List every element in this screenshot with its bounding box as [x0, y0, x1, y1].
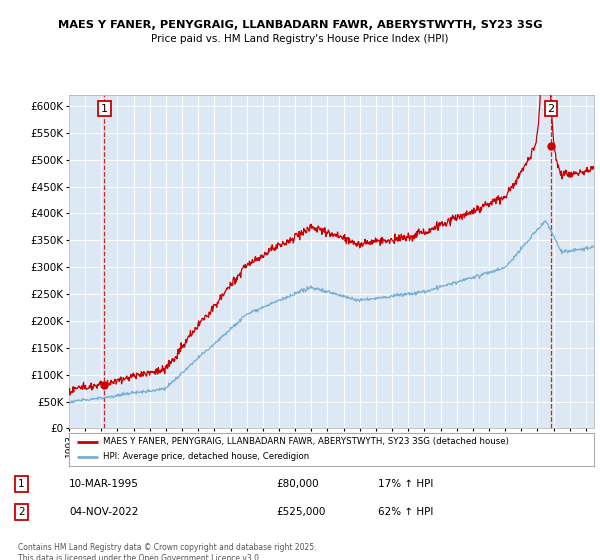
Text: 2: 2 [547, 104, 554, 114]
Text: 04-NOV-2022: 04-NOV-2022 [69, 507, 139, 517]
Text: 10-MAR-1995: 10-MAR-1995 [69, 479, 139, 489]
Text: 1: 1 [18, 479, 25, 489]
Text: MAES Y FANER, PENYGRAIG, LLANBADARN FAWR, ABERYSTWYTH, SY23 3SG (detached house): MAES Y FANER, PENYGRAIG, LLANBADARN FAWR… [103, 437, 509, 446]
Text: £525,000: £525,000 [276, 507, 325, 517]
Text: HPI: Average price, detached house, Ceredigion: HPI: Average price, detached house, Cere… [103, 452, 310, 461]
Text: 2: 2 [18, 507, 25, 517]
Text: 17% ↑ HPI: 17% ↑ HPI [378, 479, 433, 489]
Text: 1: 1 [101, 104, 108, 114]
Text: MAES Y FANER, PENYGRAIG, LLANBADARN FAWR, ABERYSTWYTH, SY23 3SG: MAES Y FANER, PENYGRAIG, LLANBADARN FAWR… [58, 20, 542, 30]
Text: 62% ↑ HPI: 62% ↑ HPI [378, 507, 433, 517]
Text: £80,000: £80,000 [276, 479, 319, 489]
Text: Price paid vs. HM Land Registry's House Price Index (HPI): Price paid vs. HM Land Registry's House … [151, 34, 449, 44]
Text: Contains HM Land Registry data © Crown copyright and database right 2025.
This d: Contains HM Land Registry data © Crown c… [18, 543, 317, 560]
